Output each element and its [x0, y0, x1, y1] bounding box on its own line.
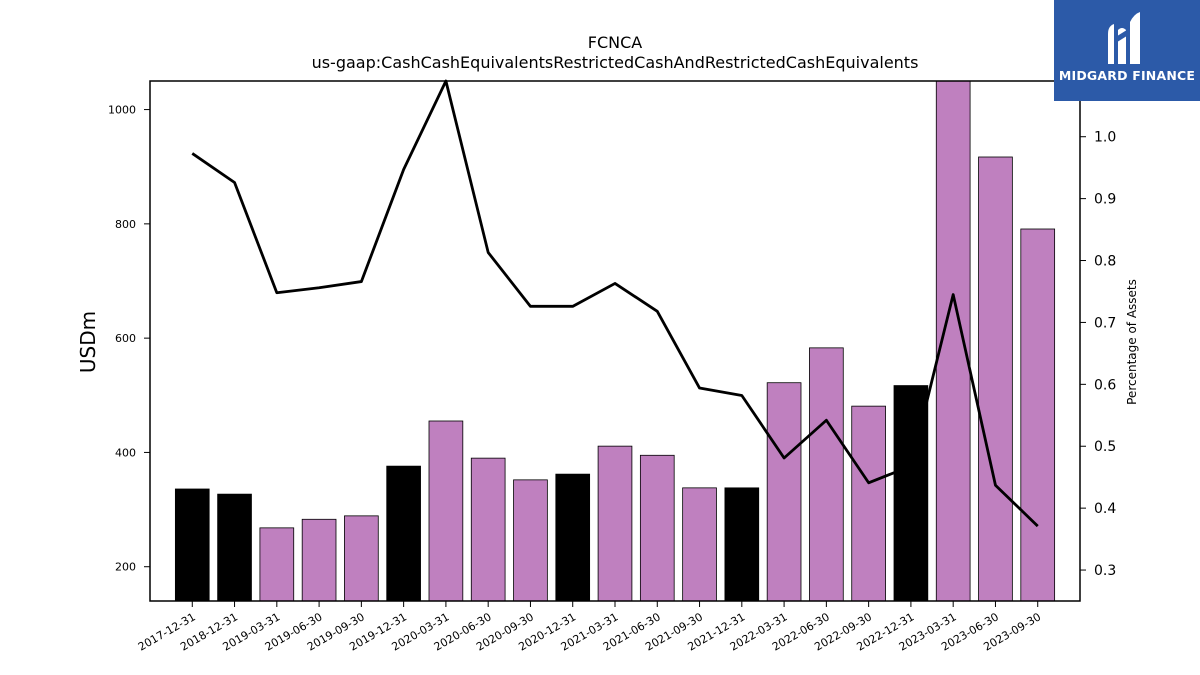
- line-group: [191, 79, 1039, 528]
- bar-2017-12-31: [174, 488, 210, 602]
- bar-2022-03-31: [766, 382, 802, 602]
- y2-tick-label: 0.4: [1094, 501, 1116, 517]
- y-tick-label: 600: [115, 332, 136, 345]
- bar-2023-06-30: [978, 156, 1013, 602]
- y2-tick-label: 0.5: [1094, 439, 1116, 455]
- logo-mark-icon: [1108, 12, 1140, 64]
- bar-2019-06-30: [301, 518, 337, 602]
- y-tick-label: 200: [115, 561, 136, 574]
- bar-2020-03-31: [428, 420, 464, 602]
- chart-subtitle: us-gaap:CashCashEquivalentsRestrictedCas…: [312, 53, 919, 72]
- bar-2019-12-31: [386, 465, 421, 602]
- bar-2023-09-30: [1020, 228, 1056, 602]
- bar-2019-09-30: [344, 515, 379, 602]
- y-tick-label: 1000: [108, 104, 136, 117]
- y2-tick-label: 0.9: [1094, 192, 1116, 208]
- y2-axis-label: Percentage of Assets: [1125, 279, 1139, 405]
- y2-tick-label: 0.7: [1094, 315, 1116, 331]
- y-axis-label: USDm: [76, 311, 100, 373]
- y-tick-label: 400: [115, 446, 136, 459]
- bar-2021-03-31: [597, 445, 633, 602]
- y2-tick-label: 0.6: [1094, 377, 1116, 393]
- plot-frame: [149, 80, 1081, 602]
- bar-2022-06-30: [809, 347, 844, 602]
- y2-tick-label: 0.3: [1094, 563, 1116, 579]
- y2-tick-label: 1.0: [1094, 130, 1116, 146]
- bar-2022-09-30: [851, 405, 886, 602]
- bar-2019-03-31: [259, 527, 295, 602]
- bar-2020-09-30: [513, 479, 548, 602]
- bar-2021-06-30: [639, 454, 675, 602]
- bar-2020-06-30: [470, 457, 506, 602]
- bars-group: [174, 80, 1056, 602]
- percentage-line: [191, 79, 1039, 528]
- logo-text: MIDGARD FINANCE: [1058, 68, 1196, 83]
- y2-tick-label: 0.8: [1094, 254, 1116, 270]
- y-tick-label: 800: [115, 218, 136, 231]
- bar-2020-12-31: [555, 473, 591, 602]
- bar-2021-12-31: [724, 487, 760, 602]
- chart-title: FCNCA: [588, 33, 643, 52]
- bar-2021-09-30: [682, 487, 717, 602]
- midgard-finance-logo: MIDGARD FINANCE: [1054, 0, 1200, 101]
- bar-2018-12-31: [217, 493, 252, 602]
